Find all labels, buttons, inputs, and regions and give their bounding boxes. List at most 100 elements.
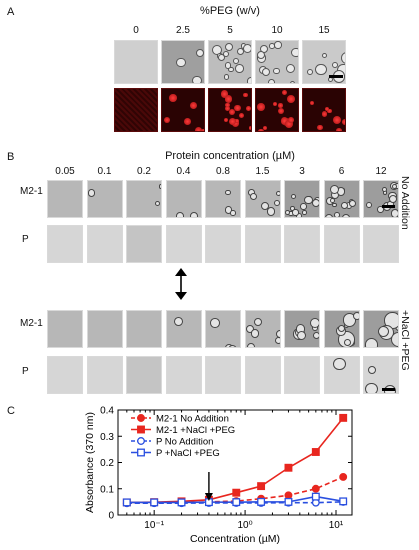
droplet	[341, 52, 345, 64]
droplet	[315, 63, 327, 76]
microscopy-image	[205, 225, 241, 263]
double-arrow-icon	[175, 268, 187, 300]
droplet	[224, 74, 230, 80]
droplet	[249, 192, 258, 200]
row-label-m21-bottom: M2-1	[20, 318, 43, 329]
droplet	[334, 212, 340, 217]
fluorescent-droplet	[317, 124, 323, 131]
droplet	[377, 206, 385, 213]
concentration-column-header: 1.5	[255, 166, 270, 177]
droplet	[192, 75, 202, 83]
peg-column-header: 5	[227, 25, 233, 36]
droplet	[390, 209, 398, 217]
fluorescent-droplet	[256, 103, 265, 111]
microscopy-image	[323, 356, 360, 394]
droplet	[291, 194, 297, 200]
fluorescent-droplet	[287, 117, 294, 123]
microscopy-image	[244, 310, 281, 348]
legend-label: P +NaCl +PEG	[156, 448, 220, 459]
microscopy-image	[126, 225, 162, 263]
data-point	[284, 463, 293, 472]
droplet	[174, 316, 184, 326]
microscopy-image	[165, 180, 202, 218]
y-axis-label: Absorbance (370 nm)	[84, 412, 96, 513]
fluorescent-droplet	[169, 94, 177, 102]
y-tick-label: 0.4	[100, 406, 114, 417]
microscopy-image	[165, 356, 202, 394]
x-tick-label: 10⁰	[238, 520, 253, 531]
annotation-arrow-head	[204, 493, 213, 501]
droplet	[341, 214, 350, 217]
fluorescent-droplet	[248, 126, 251, 130]
y-tick-label: 0	[108, 511, 114, 522]
droplet	[247, 77, 251, 83]
droplet	[348, 199, 356, 207]
concentration-column-header: 0.4	[176, 166, 191, 177]
data-point	[150, 498, 159, 507]
droplet	[309, 317, 319, 329]
fluorescent-droplet	[232, 119, 240, 127]
droplet	[332, 202, 337, 208]
droplet	[225, 189, 231, 196]
microscopy-image	[47, 310, 83, 348]
fluorescent-droplet	[336, 128, 342, 131]
droplet	[275, 336, 280, 345]
data-point	[284, 491, 293, 500]
fluorescent-droplet	[321, 111, 328, 117]
panel-a-letter: A	[7, 6, 15, 18]
microscopy-image	[86, 180, 123, 218]
data-point	[284, 497, 293, 506]
droplet	[313, 332, 319, 340]
fluorescent-droplet	[277, 108, 284, 115]
droplet	[227, 344, 238, 347]
droplet	[390, 332, 398, 347]
row-label-p-top: P	[22, 234, 29, 245]
microscopy-image	[205, 356, 241, 394]
fluorescent-droplet	[235, 119, 240, 124]
droplet	[377, 325, 390, 338]
concentration-column-header: 6	[338, 166, 345, 177]
droplet	[228, 66, 234, 73]
droplet	[337, 324, 345, 332]
fluorescence-image	[208, 88, 252, 132]
fluorescent-droplet	[194, 127, 203, 131]
fluorescent-droplet	[281, 89, 287, 95]
droplet	[217, 53, 226, 62]
microscopy-image	[205, 180, 241, 218]
fluorescent-droplet	[278, 103, 283, 108]
microscopy-image	[284, 225, 320, 263]
droplet	[236, 48, 244, 56]
fluorescent-droplet	[342, 119, 345, 125]
droplet	[343, 338, 351, 346]
droplet	[388, 194, 398, 203]
legend-label: P No Addition	[156, 437, 213, 448]
droplet	[290, 47, 298, 58]
droplet	[267, 78, 275, 83]
data-point	[122, 498, 131, 507]
data-point	[339, 497, 348, 506]
microscopy-image	[86, 225, 123, 263]
droplet	[154, 200, 161, 207]
condition-label-no-addition: No Addition	[399, 176, 411, 230]
microscopy-image	[284, 310, 320, 348]
microscopy-image	[86, 356, 123, 394]
concentration-column-header: 3	[299, 166, 305, 177]
droplet	[311, 198, 319, 207]
legend-marker	[137, 425, 145, 434]
droplet	[364, 338, 379, 347]
fluorescence-image	[302, 88, 346, 132]
x-axis-label: Concentration (µM)	[190, 533, 280, 545]
scale-bar	[329, 75, 343, 78]
microscopy-image	[363, 180, 399, 218]
fluorescence-image	[255, 88, 299, 132]
droplet	[260, 201, 269, 210]
data-point	[311, 492, 320, 501]
droplet	[256, 50, 266, 60]
data-point	[339, 472, 348, 481]
concentration-column-header: 0.1	[97, 166, 112, 177]
fluorescent-droplet	[333, 115, 342, 124]
droplet	[299, 203, 307, 210]
microscopy-image	[244, 225, 281, 263]
data-point	[257, 497, 266, 506]
microscopy-image	[284, 180, 320, 218]
